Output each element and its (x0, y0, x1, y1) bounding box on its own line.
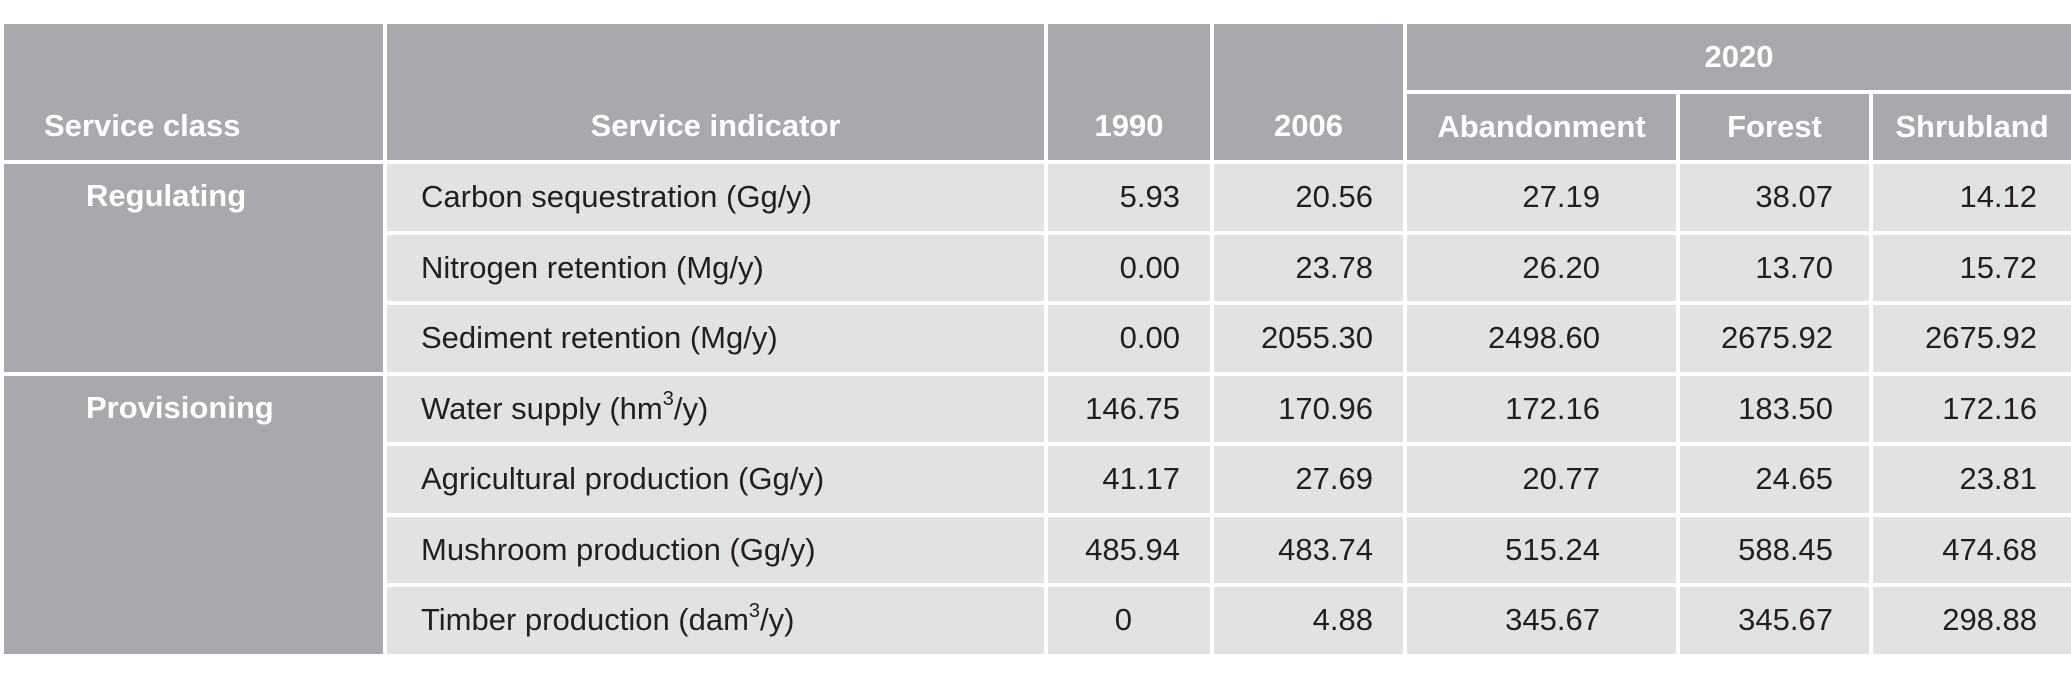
cell-forest: 24.65 (1676, 442, 1873, 517)
cell-abandonment: 26.20 (1403, 230, 1680, 305)
service-indicator-cell: Timber production (dam3/y) (383, 583, 1048, 658)
cell-1990: 0.00 (1044, 230, 1214, 305)
cell-shrubland: 15.72 (1868, 230, 2071, 305)
table-row: Agricultural production (Gg/y) 41.17 27.69… (2, 442, 2071, 517)
cell-1990: 0.00 (1044, 301, 1214, 376)
service-indicator-cell: Mushroom production (Gg/y) (383, 512, 1048, 587)
cell-shrubland: 474.68 (1868, 512, 2071, 587)
table-row: Regulating Carbon sequestration (Gg/y) 5.9… (0, 160, 2071, 376)
cell-shrubland: 298.88 (1868, 583, 2071, 658)
unit-exponent: 3 (748, 599, 761, 622)
header-shrubland: Shrubland (1868, 90, 2071, 164)
indicator-unit-suffix: /y) (673, 390, 709, 426)
table-body: Regulating Carbon sequestration (Gg/y) 5.9… (0, 160, 2071, 658)
cell-shrubland: 172.16 (1868, 371, 2071, 446)
header-row-sub: Abandonment Forest Shrubland (2, 90, 2071, 164)
table-row: Sediment retention (Mg/y) 0.00 2055.30 2498… (2, 301, 2071, 376)
ecosystem-services-table-container: Service class Service indicator 1990 200… (0, 20, 2071, 658)
table-row: Nitrogen retention (Mg/y) 0.00 23.78 26.20 1… (2, 230, 2071, 305)
cell-abandonment: 515.24 (1403, 512, 1680, 587)
ecosystem-services-table: Service class Service indicator 1990 200… (0, 20, 2071, 658)
cell-2006: 2055.30 (1210, 301, 1407, 376)
table-row: Timber production (dam3/y) 0 4.88 345.67 345… (2, 583, 2071, 658)
cell-abandonment: 27.19 (1403, 160, 1680, 235)
cell-2006: 27.69 (1210, 442, 1407, 517)
indicator-text: Mushroom production (Gg/y) (421, 531, 816, 567)
cell-abandonment: 2498.60 (1403, 301, 1680, 376)
indicator-text: Nitrogen retention (Mg/y) (421, 249, 764, 285)
cell-abandonment: 345.67 (1403, 583, 1680, 658)
header-row-top: Service class Service indicator 1990 200… (0, 20, 2071, 164)
service-indicator-cell: Carbon sequestration (Gg/y) (383, 160, 1048, 235)
header-service-class: Service class (0, 20, 387, 164)
cell-forest: 38.07 (1676, 160, 1873, 235)
service-indicator-cell: Nitrogen retention (Mg/y) (383, 230, 1048, 305)
unit-exponent: 3 (662, 388, 674, 411)
service-indicator-cell: Agricultural production (Gg/y) (383, 442, 1048, 517)
indicator-text: Timber production (dam (421, 602, 749, 638)
cell-forest: 2675.92 (1676, 301, 1873, 376)
cell-shrubland: 14.12 (1868, 160, 2071, 235)
cell-1990: 41.17 (1044, 442, 1214, 517)
indicator-unit-suffix: /y) (760, 602, 795, 638)
cell-shrubland: 23.81 (1868, 442, 2071, 517)
cell-2006: 20.56 (1210, 160, 1407, 235)
cell-2006: 23.78 (1210, 230, 1407, 305)
cell-abandonment: 20.77 (1403, 442, 1680, 517)
table-header: Service class Service indicator 1990 200… (0, 20, 2071, 164)
header-1990: 1990 (1044, 20, 1214, 164)
header-2006: 2006 (1210, 20, 1407, 164)
header-service-indicator: Service indicator (383, 20, 1048, 164)
class-provisioning: Provisioning (0, 371, 387, 658)
indicator-text: Water supply (hm (421, 390, 663, 426)
cell-forest: 345.67 (1676, 583, 1873, 658)
cell-1990: 0 (1044, 583, 1214, 658)
header-abandonment: Abandonment (1403, 90, 1680, 164)
cell-forest: 183.50 (1676, 371, 1873, 446)
table-row: Provisioning Water supply (hm3/y) 146.75 17… (0, 371, 2071, 658)
cell-forest: 13.70 (1676, 230, 1873, 305)
service-indicator-cell: Sediment retention (Mg/y) (383, 301, 1048, 376)
indicator-text: Agricultural production (Gg/y) (421, 461, 825, 497)
cell-1990: 5.93 (1044, 160, 1214, 235)
indicator-text: Sediment retention (Mg/y) (421, 320, 778, 356)
table-row: Mushroom production (Gg/y) 485.94 483.74 51… (2, 512, 2071, 587)
cell-2006: 170.96 (1210, 371, 1407, 446)
cell-2006: 4.88 (1210, 583, 1407, 658)
service-indicator-cell: Water supply (hm3/y) (383, 371, 1048, 446)
class-regulating: Regulating (0, 160, 387, 376)
cell-1990: 146.75 (1044, 371, 1214, 446)
indicator-text: Carbon sequestration (Gg/y) (421, 179, 813, 215)
cell-2006: 483.74 (1210, 512, 1407, 587)
header-2020-group: 2020 (1402, 20, 2071, 94)
cell-forest: 588.45 (1676, 512, 1873, 587)
cell-abandonment: 172.16 (1403, 371, 1680, 446)
cell-1990: 485.94 (1044, 512, 1214, 587)
cell-shrubland: 2675.92 (1868, 301, 2071, 376)
header-forest: Forest (1676, 90, 1873, 164)
